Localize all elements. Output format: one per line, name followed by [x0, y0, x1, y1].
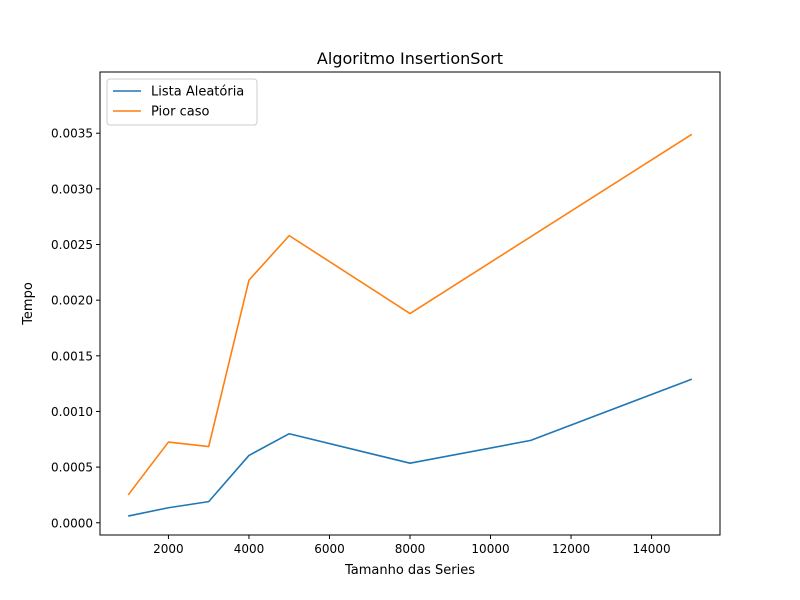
x-tick-label: 10000	[471, 542, 509, 556]
y-axis-label: Tempo	[21, 282, 36, 326]
y-tick-label: 0.0005	[51, 461, 93, 475]
plot-frame	[99, 71, 721, 536]
y-tick-label: 0.0000	[51, 516, 93, 530]
x-tick-label: 14000	[632, 542, 670, 556]
y-axis: 0.0000 0.0005 0.0010 0.0015 0.0020 0.0025 0.00…	[51, 127, 100, 530]
y-tick-label: 0.0035	[51, 127, 93, 141]
series-line-1	[128, 378, 693, 517]
x-tick-label: 6000	[314, 542, 345, 556]
y-tick-label: 0.0015	[51, 349, 93, 363]
x-tick-label: 4000	[234, 542, 265, 556]
x-axis-label: Tamanho das Series	[344, 563, 475, 578]
series-line-2	[127, 133, 693, 496]
y-tick-label: 0.0010	[51, 405, 93, 419]
legend: Lista Aleatória Pior caso	[106, 78, 258, 126]
chart-title: Algoritmo InsertionSort	[317, 49, 503, 68]
x-axis: 2000 4000 6000 8000 10000 12000 14000	[153, 535, 671, 556]
y-tick-label: 0.0030	[51, 182, 93, 196]
legend-box	[106, 78, 258, 126]
legend-label: Pior caso	[151, 105, 209, 120]
y-tick-label: 0.0020	[51, 294, 93, 308]
plot-area	[127, 133, 693, 517]
y-tick-label: 0.0025	[51, 238, 93, 252]
x-tick-label: 12000	[552, 542, 590, 556]
x-tick-label: 8000	[395, 542, 426, 556]
legend-label: Lista Aleatória	[151, 85, 244, 100]
x-tick-label: 2000	[153, 542, 184, 556]
